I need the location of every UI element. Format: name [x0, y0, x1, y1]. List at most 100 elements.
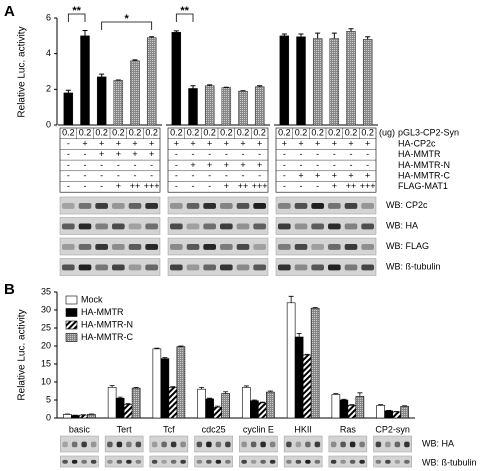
- blot-label: WB: HA: [386, 220, 418, 230]
- bar: [294, 336, 304, 419]
- bar: [392, 411, 401, 419]
- error-bar: [312, 307, 318, 309]
- error-bar: [178, 345, 184, 347]
- blot-band: [151, 441, 158, 448]
- table-cell: -: [208, 171, 211, 181]
- blot-band: [311, 223, 324, 230]
- blot-band: [186, 223, 200, 230]
- blot: [283, 435, 323, 453]
- x-tick-label: Tcf: [163, 424, 175, 434]
- error-bar: [281, 33, 287, 36]
- bar: [400, 406, 409, 419]
- unit-label: (ug): [379, 128, 395, 138]
- blot-band: [145, 243, 158, 250]
- bar: [296, 36, 306, 126]
- bar: [63, 414, 72, 419]
- x-tick-label: Ras: [340, 424, 357, 434]
- legend-swatch: [65, 295, 78, 305]
- table-cell: 0.2: [170, 128, 183, 138]
- bar: [130, 60, 140, 126]
- blot: [59, 196, 161, 215]
- blot-band: [170, 223, 183, 230]
- y-tick-label: 25: [41, 322, 51, 332]
- blot-band: [62, 459, 68, 464]
- blot-band: [236, 223, 250, 230]
- error-bar: [348, 28, 354, 32]
- blot-band: [311, 264, 324, 271]
- blot-band: [107, 459, 113, 464]
- bar: [221, 393, 230, 419]
- blot-label: WB: ß-tubulin: [422, 457, 477, 467]
- table-cell: -: [208, 181, 211, 191]
- blot: [59, 217, 161, 235]
- table-cell: +: [257, 138, 262, 148]
- blot-band: [404, 459, 410, 464]
- error-bar: [190, 85, 196, 89]
- row-label: HA-CP2c: [398, 138, 436, 148]
- table-cell: 0.2: [345, 128, 358, 138]
- table-cell: -: [67, 171, 70, 181]
- table-cell: 0.2: [361, 128, 374, 138]
- error-bar: [296, 333, 302, 337]
- table-cell: -: [84, 149, 87, 159]
- blot-band: [269, 459, 276, 464]
- y-tick-label: 15: [41, 358, 51, 368]
- blot-band: [278, 223, 291, 230]
- blot-band: [170, 264, 183, 271]
- blot-band: [253, 202, 266, 209]
- table-cell: ++: [346, 181, 357, 191]
- blot-band: [344, 202, 358, 209]
- blot-band: [180, 441, 186, 448]
- table-cell: -: [300, 149, 303, 159]
- table-cell: -: [242, 149, 245, 159]
- y-tick-label: 10: [41, 376, 51, 386]
- error-bar: [365, 36, 371, 40]
- table-cell: -: [175, 171, 178, 181]
- blot-band: [359, 441, 365, 448]
- error-bar: [402, 405, 408, 407]
- blot-band: [250, 459, 257, 464]
- blot-band: [112, 202, 125, 209]
- blot-band: [295, 441, 302, 448]
- blot-band: [253, 223, 266, 230]
- table-cell: -: [316, 181, 319, 191]
- table-cell: -: [192, 181, 195, 191]
- bar: [329, 38, 340, 126]
- blot-band: [90, 441, 97, 448]
- error-bar: [331, 32, 337, 39]
- error-bar: [349, 404, 355, 406]
- y-tick-label: 2: [46, 84, 51, 94]
- panel-label: A: [4, 3, 15, 20]
- table-cell: -: [175, 160, 178, 170]
- table-cell: +: [282, 138, 287, 148]
- bar: [254, 86, 265, 126]
- row-label: pGL3-CP2-Syn: [398, 128, 459, 138]
- table-cell: +: [149, 149, 154, 159]
- blot-band: [196, 459, 203, 464]
- blot-band: [78, 264, 92, 271]
- error-bar: [154, 347, 160, 349]
- blot: [104, 455, 144, 468]
- table-cell: 0.2: [129, 128, 142, 138]
- blot-band: [250, 441, 257, 448]
- table-cell: -: [316, 160, 319, 170]
- table-cell: -: [316, 149, 319, 159]
- error-bar: [267, 390, 273, 393]
- blot: [373, 455, 412, 468]
- blot: [275, 196, 377, 215]
- blot-band: [311, 243, 324, 250]
- blot-label: WB: CP2c: [386, 200, 428, 210]
- error-bar: [257, 85, 263, 87]
- bar: [384, 410, 393, 419]
- blot-band: [394, 459, 401, 464]
- blot-band: [330, 459, 337, 464]
- blot: [167, 217, 269, 235]
- blot: [104, 435, 144, 453]
- y-tick-label: 0: [46, 412, 51, 422]
- table-cell: +: [207, 138, 212, 148]
- table-cell: +: [240, 160, 245, 170]
- bar: [310, 307, 320, 419]
- table-cell: +++: [252, 181, 268, 191]
- table-cell: +: [257, 160, 262, 170]
- y-tick-label: 0: [46, 119, 51, 129]
